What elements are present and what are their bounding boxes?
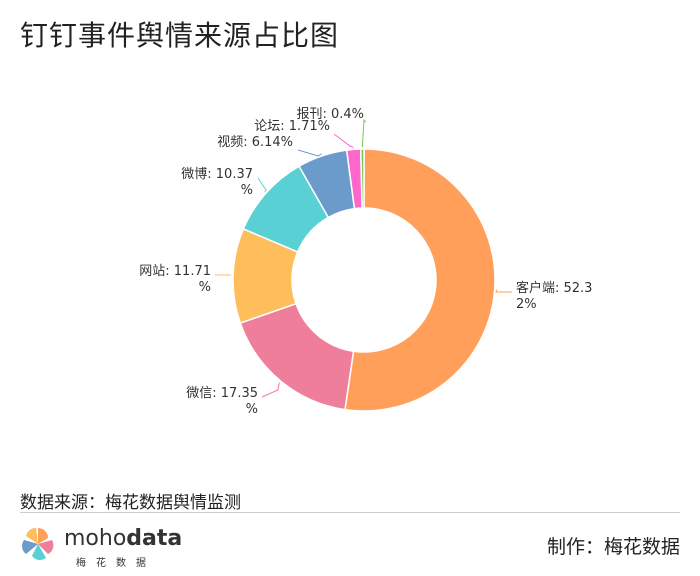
donut-chart: 客户端: 52.3 2% 微信: 17.35 % 网站: 11.71 % 微博: 10.37… — [139, 107, 592, 417]
footer-divider — [20, 512, 680, 513]
leader-line-4 — [297, 149, 322, 157]
maker-credit: 制作：梅花数据 — [546, 536, 680, 558]
mohodata-logo: mohodata 梅花数据 — [18, 524, 182, 569]
leader-line-3 — [257, 177, 267, 192]
chart-title: 钉钉事件舆情来源占比图 — [20, 19, 340, 52]
slice-label-5: 论坛: 1.71% — [254, 119, 330, 134]
slice-6 — [359, 148, 365, 209]
logo-subtitle: 梅花数据 — [76, 558, 156, 569]
slice-label-1: 微信: 17.35% — [186, 386, 258, 417]
slice-0 — [344, 148, 496, 412]
leader-line-6 — [361, 118, 367, 148]
leader-line-2 — [215, 274, 232, 277]
data-source-note: 数据来源：梅花数据舆情监测 — [20, 493, 241, 513]
leader-line-5 — [333, 133, 354, 148]
labels-group: 客户端: 52.3 2% 微信: 17.35 % 网站: 11.71 % 微博: 10.37… — [139, 107, 592, 417]
pinwheel-logo-icon — [22, 527, 54, 560]
slice-label-0: 客户端: 52.3 2% — [516, 280, 592, 312]
leader-line-0 — [495, 289, 512, 293]
slice-label-2: 网站: 11.71% — [139, 264, 211, 295]
slices-group — [232, 148, 496, 412]
logo-wordmark: mohodata — [64, 526, 183, 551]
leader-line-1 — [261, 382, 280, 398]
slice-label-3: 微博: 10.37% — [181, 167, 253, 198]
slice-label-6: 报刊: 0.4% — [296, 107, 364, 122]
slice-label-4: 视频: 6.14% — [217, 135, 293, 150]
